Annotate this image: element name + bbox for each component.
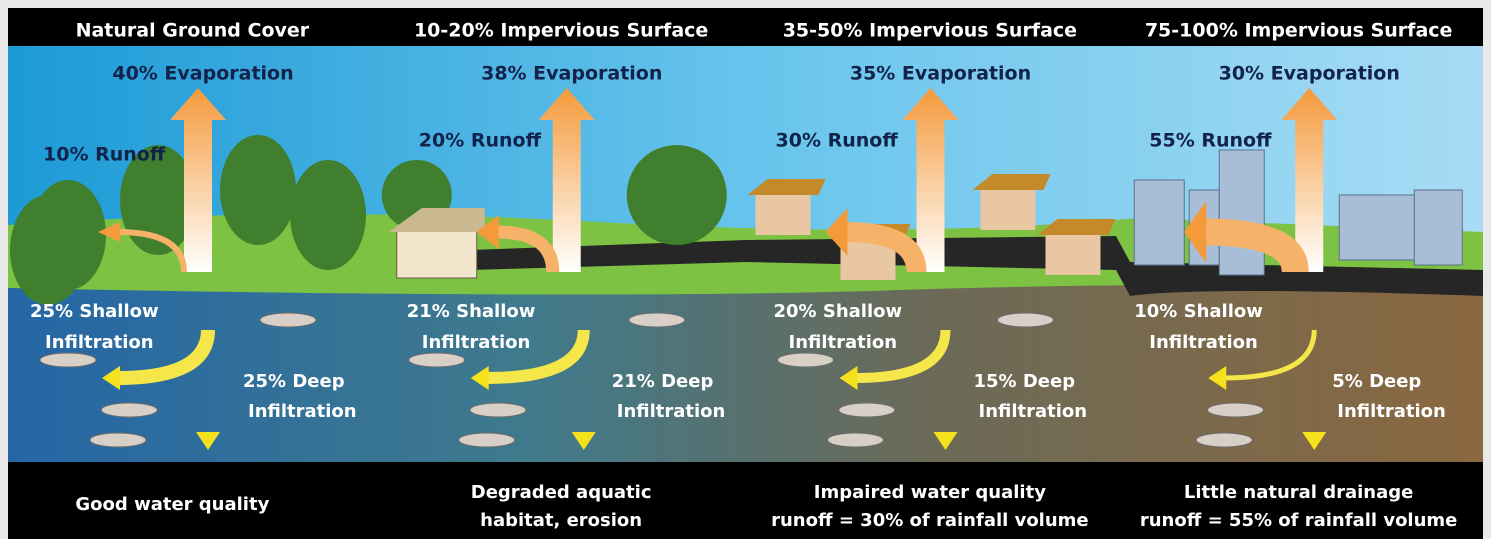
shallow-label: Infiltration [45, 332, 154, 353]
evaporation-label: 30% Evaporation [1219, 63, 1400, 85]
fish [409, 353, 465, 367]
tree [290, 160, 366, 270]
caption: Good water quality [75, 494, 269, 515]
caption: Degraded aquatic [471, 482, 652, 503]
fish [459, 433, 515, 447]
tree [220, 135, 296, 245]
fish [40, 353, 96, 367]
shallow-label: 25% Shallow [30, 301, 159, 322]
panel-title: 10-20% Impervious Surface [414, 20, 708, 42]
fish [470, 403, 526, 417]
panel-title: 75-100% Impervious Surface [1145, 20, 1453, 42]
deep-label: 5% Deep [1332, 371, 1421, 392]
caption: runoff = 30% of rainfall volume [771, 510, 1089, 531]
deep-label: 25% Deep [243, 371, 345, 392]
shallow-label: 10% Shallow [1134, 301, 1263, 322]
fish [778, 353, 834, 367]
caption: Little natural drainage [1184, 482, 1413, 503]
house [1046, 235, 1101, 275]
shallow-label: Infiltration [1149, 332, 1258, 353]
shallow-label: Infiltration [422, 332, 531, 353]
building [1134, 180, 1184, 265]
shallow-label: 21% Shallow [407, 301, 536, 322]
deep-label: Infiltration [248, 401, 357, 422]
shallow-label: Infiltration [789, 332, 898, 353]
building [1339, 195, 1419, 260]
shallow-label: 20% Shallow [774, 301, 903, 322]
diagram: Natural Ground Cover 40% Evaporation 10% R… [0, 0, 1491, 539]
panel-title: Natural Ground Cover [76, 20, 310, 42]
fish [101, 403, 157, 417]
panel-title: 35-50% Impervious Surface [783, 20, 1077, 42]
evaporation-label: 38% Evaporation [481, 63, 662, 85]
house [397, 230, 477, 278]
fish [839, 403, 895, 417]
caption: runoff = 55% of rainfall volume [1140, 510, 1458, 531]
evaporation-label: 35% Evaporation [850, 63, 1031, 85]
runoff-label: 20% Runoff [419, 130, 542, 152]
tree [10, 195, 86, 305]
deep-label: Infiltration [617, 401, 726, 422]
house [756, 195, 811, 235]
fish [629, 313, 685, 327]
fish [260, 313, 316, 327]
caption: Impaired water quality [814, 482, 1046, 503]
runoff-label: 10% Runoff [43, 144, 166, 166]
fish [828, 433, 884, 447]
caption: habitat, erosion [480, 510, 642, 531]
deep-label: 15% Deep [974, 371, 1076, 392]
runoff-label: 30% Runoff [776, 130, 899, 152]
deep-label: Infiltration [1337, 401, 1446, 422]
house [981, 190, 1036, 230]
fish [1196, 433, 1252, 447]
fish [998, 313, 1054, 327]
deep-label: 21% Deep [612, 371, 714, 392]
page: {"panels": [ {"title": "Natural Ground C… [0, 0, 1491, 539]
building [1219, 150, 1264, 275]
fish [1208, 403, 1264, 417]
deep-label: Infiltration [979, 401, 1088, 422]
runoff-label: 55% Runoff [1149, 130, 1272, 152]
tree [627, 145, 727, 245]
building [1414, 190, 1462, 265]
evaporation-label: 40% Evaporation [112, 63, 293, 85]
fish [90, 433, 146, 447]
